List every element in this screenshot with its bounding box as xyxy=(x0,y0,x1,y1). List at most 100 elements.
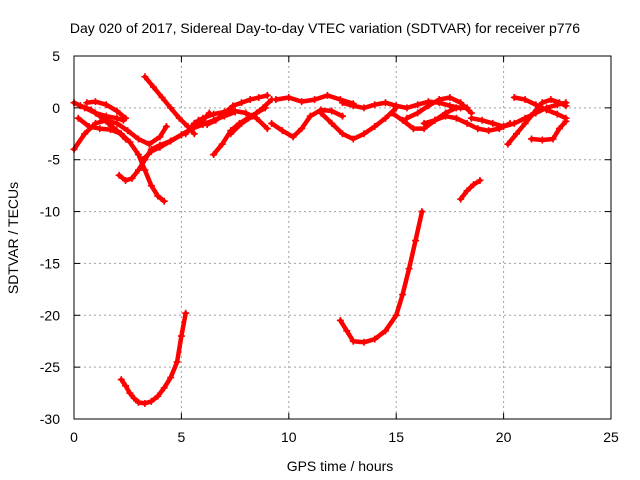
data-point xyxy=(122,114,130,122)
data-point xyxy=(414,101,422,109)
data-point xyxy=(130,394,138,402)
series-trace xyxy=(318,105,399,142)
data-point xyxy=(547,96,555,104)
data-point xyxy=(371,335,379,343)
x-tick-label: 5 xyxy=(178,429,186,445)
data-point xyxy=(113,107,121,115)
data-point xyxy=(392,102,400,110)
data-point xyxy=(238,119,246,127)
series-trace xyxy=(389,105,470,131)
data-point xyxy=(220,109,228,117)
data-point xyxy=(409,125,417,133)
data-point xyxy=(543,106,551,114)
data-point xyxy=(405,265,413,273)
data-point xyxy=(467,114,475,122)
data-point xyxy=(248,112,256,120)
data-layer xyxy=(70,73,570,407)
data-point xyxy=(128,174,136,182)
series-arc-p xyxy=(317,104,400,143)
data-point xyxy=(167,137,175,145)
series-trace xyxy=(469,100,569,129)
data-point xyxy=(227,130,235,138)
data-point xyxy=(442,112,450,120)
data-point xyxy=(218,140,226,148)
data-point xyxy=(173,358,181,366)
series-arc-y xyxy=(528,117,570,144)
plot-border xyxy=(73,55,612,420)
data-point xyxy=(328,107,336,115)
x-tick-label: 25 xyxy=(603,429,619,445)
data-point xyxy=(115,171,123,179)
data-point xyxy=(485,127,493,135)
data-point xyxy=(141,73,149,81)
data-point xyxy=(360,130,368,138)
data-point xyxy=(470,181,478,189)
data-point xyxy=(403,104,411,112)
series-trace xyxy=(142,74,197,137)
y-tick-label: 5 xyxy=(52,48,60,64)
data-point xyxy=(229,102,237,110)
series-trace xyxy=(340,99,463,111)
data-point xyxy=(371,101,379,109)
data-point xyxy=(154,192,162,200)
data-point xyxy=(538,136,546,144)
data-point xyxy=(182,309,190,317)
y-tick-label: 0 xyxy=(52,100,60,116)
data-point xyxy=(87,106,95,114)
data-point xyxy=(134,398,142,406)
data-point xyxy=(167,104,175,112)
data-point xyxy=(474,125,482,133)
y-axis-label: SDTVAR / TECUs xyxy=(5,182,21,294)
data-point xyxy=(259,104,267,112)
grid-layer xyxy=(74,56,611,419)
data-point xyxy=(122,135,130,143)
data-point xyxy=(74,114,82,122)
data-point xyxy=(349,102,357,110)
series-arc-k xyxy=(195,91,271,128)
data-point xyxy=(134,151,142,159)
data-point xyxy=(562,102,570,110)
series-arc-d xyxy=(76,102,130,143)
data-point xyxy=(339,130,346,138)
data-point xyxy=(85,123,93,131)
data-point xyxy=(478,116,486,124)
series-arc-z xyxy=(510,93,570,122)
data-point xyxy=(323,91,331,99)
data-point xyxy=(156,133,164,141)
data-point xyxy=(91,98,99,106)
data-point xyxy=(336,316,344,324)
data-point xyxy=(83,99,91,107)
series-arc-o xyxy=(268,106,346,141)
data-point xyxy=(141,166,149,174)
data-point xyxy=(431,116,439,124)
data-point xyxy=(457,195,465,203)
data-point xyxy=(104,119,112,127)
data-point xyxy=(242,109,250,117)
data-point xyxy=(154,392,162,400)
series-arc-e xyxy=(83,98,130,122)
y-tick-label: -15 xyxy=(40,255,60,271)
data-point xyxy=(317,109,325,117)
data-point xyxy=(510,93,518,101)
data-point xyxy=(388,109,396,117)
data-point xyxy=(113,114,121,122)
data-point xyxy=(96,112,104,120)
data-point xyxy=(446,93,454,101)
data-point xyxy=(122,382,130,390)
series-arc-i xyxy=(117,309,190,407)
data-point xyxy=(96,125,104,133)
data-point xyxy=(399,116,407,124)
data-point xyxy=(412,237,420,245)
data-point xyxy=(238,99,246,107)
data-point xyxy=(339,99,346,107)
data-point xyxy=(126,138,134,146)
data-point xyxy=(289,133,297,141)
data-point xyxy=(435,96,443,104)
data-point xyxy=(122,176,130,184)
x-tick-label: 20 xyxy=(496,429,512,445)
data-point xyxy=(272,96,280,104)
series-arc-h xyxy=(139,108,239,164)
y-tick-label: -30 xyxy=(40,411,60,427)
data-point xyxy=(555,125,563,133)
data-point xyxy=(530,109,538,117)
